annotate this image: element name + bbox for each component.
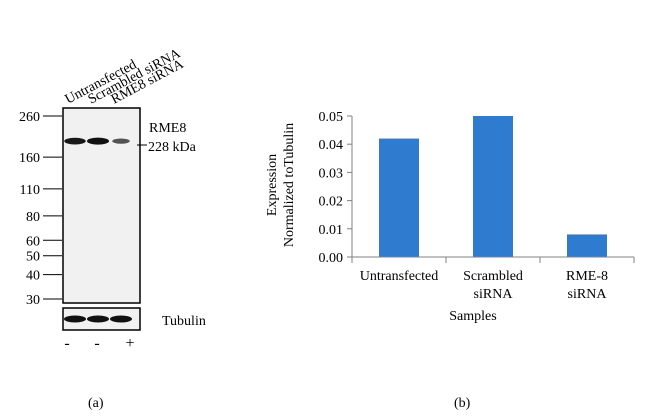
- y-axis-title: Expression Normalized toTubulin: [265, 123, 297, 247]
- y-tick-label: 0.04: [319, 138, 344, 153]
- y-tick-label: 0.05: [319, 110, 344, 125]
- protein-band: [112, 138, 130, 144]
- mw-marker-label: 50: [26, 250, 40, 265]
- tubulin-band: [87, 315, 109, 323]
- mw-marker-label: 80: [26, 210, 40, 225]
- bar: [567, 234, 607, 257]
- y-tick-label: 0.00: [319, 251, 344, 266]
- mw-marker-label: 260: [19, 110, 40, 125]
- bar-chart-panel: Expression Normalized toTubulin 0.000.010…: [265, 110, 635, 411]
- loading-control-label: Tubulin: [162, 314, 206, 329]
- y-tick-label: 0.02: [319, 195, 344, 210]
- mw-marker-label: 160: [19, 151, 40, 166]
- x-tick-label: siRNA: [474, 287, 514, 302]
- panel-b-label: (b): [454, 396, 471, 411]
- y-axis-title-line: Expression: [265, 154, 280, 216]
- y-tick-label: 0.03: [319, 166, 344, 181]
- y-tick-label: 0.01: [319, 223, 344, 238]
- x-tick-label: Scrambled: [463, 269, 523, 284]
- mw-marker-label: 30: [26, 293, 40, 308]
- mw-marker-label: 110: [20, 183, 40, 198]
- x-tick-label: Untransfected: [360, 269, 439, 284]
- x-tick-label: siRNA: [568, 287, 608, 302]
- mw-marker-label: 60: [26, 234, 40, 249]
- x-axis-title: Samples: [449, 309, 496, 324]
- mw-marker-label: 40: [26, 269, 40, 284]
- y-axis-title-line: Normalized toTubulin: [282, 123, 297, 247]
- bar: [379, 138, 419, 257]
- panel-a-label: (a): [88, 396, 104, 411]
- x-tick-label: RME-8: [566, 269, 608, 284]
- y-axis: 0.00 0.01 0.02 0.03 0.04 0.05: [319, 110, 353, 266]
- protein-band: [64, 137, 86, 145]
- band-label: RME8: [149, 121, 186, 136]
- tubulin-band: [64, 315, 86, 323]
- protein-bands: [64, 137, 130, 145]
- treatment-sign: +: [125, 335, 134, 352]
- tubulin-band: [110, 315, 132, 323]
- protein-band: [87, 137, 109, 145]
- treatment-sign: -: [94, 335, 99, 352]
- bar: [473, 116, 513, 257]
- bars: [379, 116, 607, 257]
- treatment-sign: -: [64, 335, 69, 352]
- blot-membrane: [62, 107, 141, 304]
- treatment-signs: - - +: [64, 335, 134, 352]
- tubulin-bands: [64, 315, 132, 323]
- x-axis: Untransfected Scrambled siRNA RME-8 siRNA: [351, 256, 635, 302]
- band-kda-label: 228 kDa: [148, 140, 197, 155]
